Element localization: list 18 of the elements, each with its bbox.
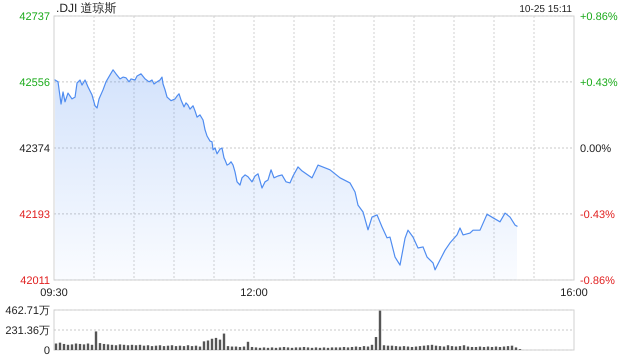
y2-tick-label: -0.43%	[580, 209, 616, 221]
y2-tick-label: 0.00%	[580, 143, 612, 155]
y-tick-label: 42737	[19, 11, 50, 23]
chart-subtitle: 10-25 15:11	[519, 4, 572, 15]
chart-title: .DJI 道琼斯	[56, 1, 117, 15]
y-tick-label: 42374	[19, 143, 50, 155]
x-tick-label: 09:30	[40, 287, 68, 299]
x-tick-label: 16:00	[560, 287, 588, 299]
x-tick-label: 12:00	[240, 287, 268, 299]
y2-tick-label: -0.86%	[580, 275, 616, 287]
y-tick-label: 42556	[19, 76, 50, 89]
y2-tick-label: +0.86%	[580, 11, 618, 23]
y-tick-label: 462.71万	[5, 305, 50, 317]
y-tick-label: 231.36万	[5, 325, 50, 337]
y-tick-label: 0	[44, 345, 50, 357]
y2-tick-label: +0.43%	[580, 77, 618, 89]
y-tick-label: 42193	[19, 208, 50, 221]
y-tick-label: 42011	[20, 275, 50, 287]
